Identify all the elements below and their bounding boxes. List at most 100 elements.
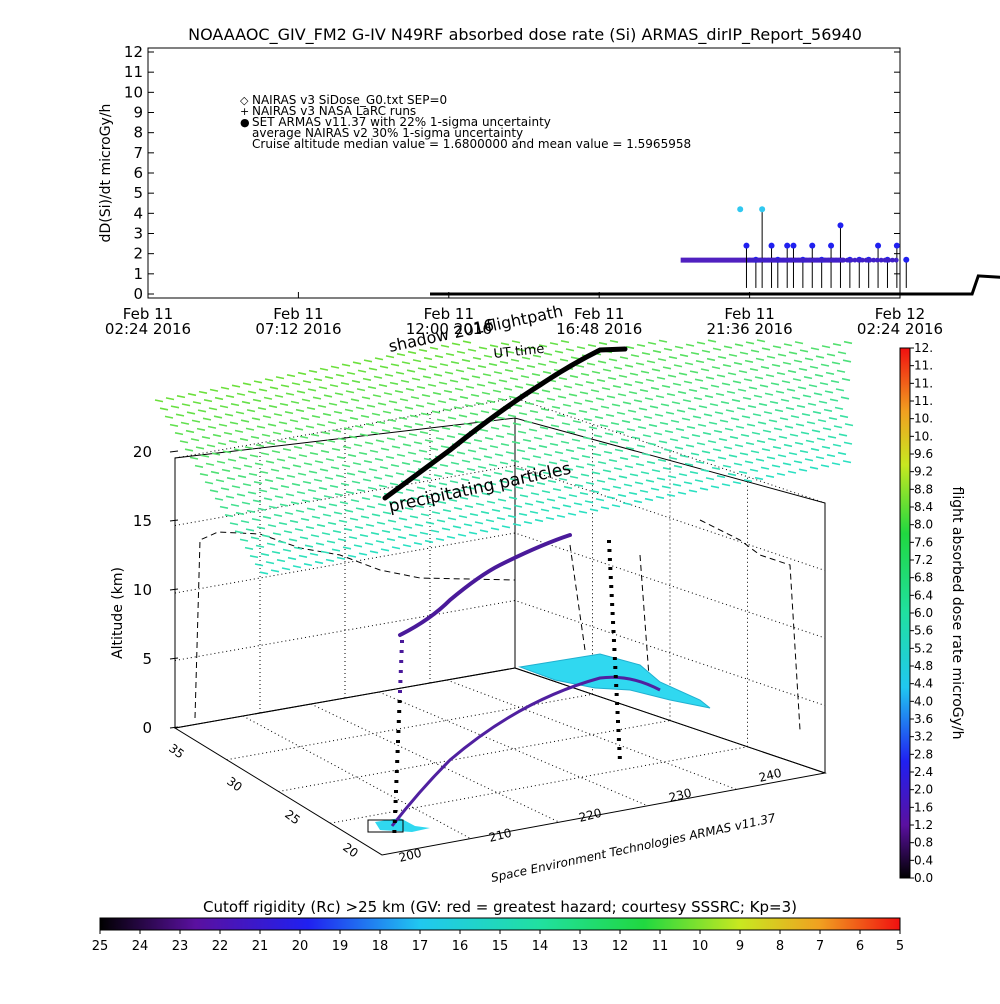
- particle-dash: [483, 354, 493, 358]
- particle-dash: [245, 528, 255, 532]
- particle-dash: [226, 477, 236, 481]
- particle-dash: [750, 349, 760, 353]
- particle-dash: [813, 392, 823, 396]
- credit-label: Space Environment Technologies ARMAS v11…: [490, 811, 777, 885]
- particle-dash: [258, 388, 268, 392]
- particle-dash: [237, 474, 247, 479]
- particle-dash: [438, 482, 448, 486]
- particle-dash: [630, 454, 640, 458]
- particle-dash: [504, 369, 514, 373]
- x-tick-time: 02:24 2016: [857, 320, 943, 338]
- particle-dash: [298, 454, 308, 458]
- particle-dash: [737, 388, 747, 392]
- particle-dash: [436, 418, 446, 422]
- particle-dash: [757, 421, 767, 425]
- particle-dash: [809, 466, 819, 470]
- particle-dash: [747, 405, 757, 409]
- particle-dash: [464, 404, 474, 408]
- particle-dash: [350, 398, 360, 402]
- particle-dash: [305, 425, 315, 429]
- particle-dash: [724, 427, 734, 431]
- particle-dash: [271, 550, 281, 554]
- particle-dash: [410, 396, 420, 400]
- particle-dash: [628, 391, 638, 395]
- particle-dash: [653, 432, 663, 436]
- z-tick: [169, 726, 179, 729]
- profile-dot: [399, 660, 404, 663]
- particle-dash: [559, 358, 569, 362]
- x-tick-day: Feb 11: [724, 305, 774, 323]
- particle-dash: [442, 509, 452, 513]
- particle-dash: [497, 498, 507, 502]
- profile-dot: [614, 693, 619, 696]
- particle-dash: [424, 539, 434, 544]
- particle-dash: [490, 426, 500, 430]
- particle-dash: [209, 388, 219, 392]
- particle-dash: [641, 352, 651, 356]
- particle-dash: [313, 478, 323, 482]
- legend-entry: SET ARMAS v11.37 with 22% 1-sigma uncert…: [252, 115, 551, 129]
- particle-dash: [722, 364, 732, 368]
- particle-dash: [363, 460, 373, 464]
- particle-dash: [399, 498, 409, 503]
- particle-dash: [548, 461, 558, 465]
- particle-dash: [330, 466, 340, 470]
- particle-dash: [655, 495, 665, 499]
- particle-dash: [623, 483, 633, 487]
- particle-dash: [529, 510, 539, 514]
- particle-dash: [456, 451, 466, 455]
- particle-dash: [494, 352, 504, 356]
- particle-dash: [250, 435, 260, 439]
- particle-dash: [669, 438, 679, 442]
- particle-dash: [508, 496, 518, 500]
- particle-dash: [349, 517, 359, 521]
- particle-dash: [592, 452, 602, 457]
- particle-dash: [470, 494, 480, 498]
- particle-dash: [672, 382, 682, 386]
- particle-dash: [267, 524, 277, 528]
- particle-dash: [824, 390, 834, 394]
- particle-dash: [427, 383, 437, 387]
- colorbar-right-bar: [899, 347, 911, 879]
- profile-dot: [398, 680, 403, 683]
- particle-dash: [349, 416, 359, 421]
- particle-dash: [455, 369, 465, 373]
- particle-dash: [251, 518, 261, 522]
- particle-dash: [687, 407, 697, 411]
- lon-tick-label: 220: [577, 806, 603, 825]
- lat-tick-label: 20: [340, 840, 361, 860]
- particle-dash: [576, 446, 586, 450]
- armas-point: [826, 257, 831, 263]
- particle-dash: [459, 496, 469, 500]
- particle-dash: [706, 357, 716, 362]
- particle-dash: [317, 404, 327, 408]
- particle-dash: [723, 345, 733, 349]
- particle-dash: [713, 429, 723, 433]
- particle-dash: [228, 440, 238, 444]
- particle-dash: [419, 431, 429, 435]
- armas-point: [769, 257, 775, 263]
- particle-dash: [421, 394, 431, 398]
- particle-dash: [246, 409, 256, 413]
- particle-dash: [284, 411, 294, 415]
- particle-dash: [780, 398, 790, 402]
- particle-dash: [463, 422, 473, 426]
- particle-dash: [725, 409, 735, 413]
- particle-dash: [677, 390, 687, 395]
- particle-dash: [266, 542, 276, 546]
- particle-dash: [699, 487, 709, 491]
- particle-dash: [578, 409, 588, 413]
- particle-dash: [415, 505, 425, 509]
- particle-dash: [419, 531, 429, 535]
- particle-dash: [401, 461, 411, 466]
- particle-dash: [603, 450, 613, 454]
- profile-dot: [610, 603, 615, 606]
- legend-entry: NAIRAS v3 SiDose_G0.txt SEP=0: [252, 93, 447, 107]
- armas-point: [878, 257, 884, 263]
- particle-dash: [356, 388, 366, 392]
- particle-dash: [262, 515, 272, 520]
- particle-dash: [421, 494, 431, 498]
- page-title: NOAAAOC_GIV_FM2 G-IV N49RF absorbed dose…: [188, 25, 862, 45]
- particle-dash: [386, 538, 396, 542]
- particle-dash: [617, 393, 627, 397]
